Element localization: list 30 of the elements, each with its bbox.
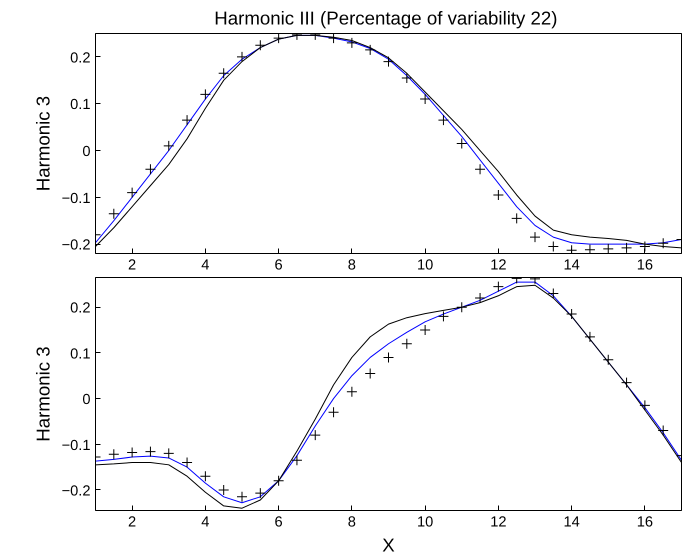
y-axis-title: Harmonic 3 bbox=[32, 346, 54, 442]
y-tick-label: 0.2 bbox=[70, 300, 90, 317]
y-tick-label: 0.1 bbox=[70, 97, 90, 114]
x-axis-title: X bbox=[382, 534, 396, 556]
y-tick-label: −0.1 bbox=[62, 190, 91, 207]
y-tick-label: 0.2 bbox=[70, 50, 90, 66]
x-tick-label: 14 bbox=[563, 258, 580, 274]
x-tick-label: 2 bbox=[128, 514, 136, 530]
x-tick-label: 16 bbox=[636, 258, 654, 274]
y-axis-title: Harmonic 3 bbox=[32, 96, 54, 192]
x-tick-label: 12 bbox=[490, 514, 507, 530]
x-tick-label: 14 bbox=[563, 514, 580, 530]
x-tick-label: 6 bbox=[274, 514, 283, 530]
x-tick-label: 8 bbox=[348, 258, 356, 274]
x-tick-label: 6 bbox=[274, 258, 283, 274]
x-tick-label: 2 bbox=[128, 258, 136, 274]
x-tick-label: 12 bbox=[490, 258, 507, 274]
chart-title: Harmonic III (Percentage of variability 22) bbox=[214, 8, 558, 28]
x-tick-label: 8 bbox=[348, 514, 356, 530]
x-tick-label: 10 bbox=[416, 258, 434, 274]
y-tick-label: −0.2 bbox=[62, 483, 91, 500]
y-tick-label: 0.1 bbox=[70, 346, 90, 362]
y-tick-label: −0.1 bbox=[62, 438, 91, 454]
y-tick-label: 0 bbox=[82, 392, 91, 408]
y-tick-label: −0.2 bbox=[62, 238, 91, 254]
x-tick-label: 16 bbox=[636, 514, 654, 530]
x-tick-label: 4 bbox=[201, 258, 210, 274]
x-tick-label: 4 bbox=[201, 514, 210, 530]
x-tick-label: 10 bbox=[416, 514, 434, 530]
y-tick-label: 0 bbox=[82, 144, 91, 160]
